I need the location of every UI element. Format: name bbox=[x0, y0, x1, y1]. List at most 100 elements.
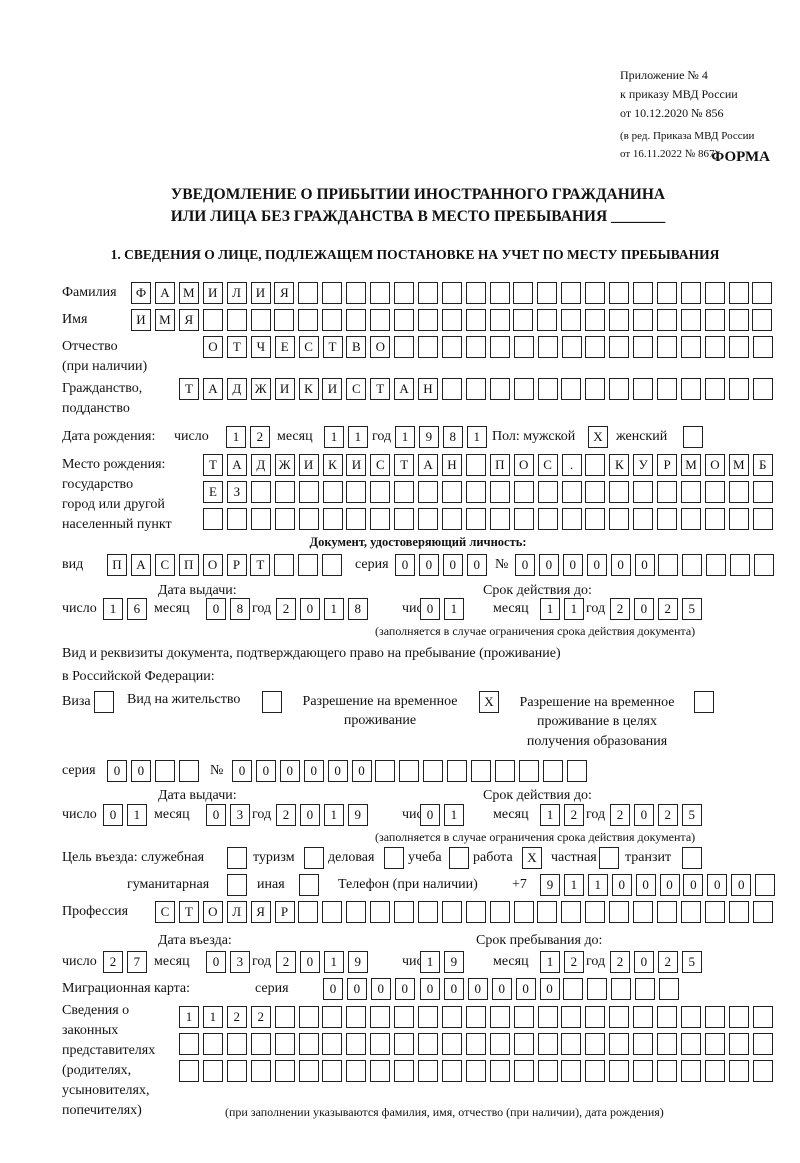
reps-line1-char-box[interactable] bbox=[489, 1006, 510, 1028]
birthplace-line1-char-box[interactable]: И bbox=[346, 454, 367, 476]
birthplace-line1-char-box[interactable]: С bbox=[537, 454, 558, 476]
citizenship-char-box[interactable] bbox=[704, 378, 725, 400]
birthplace-line1-char-box[interactable]: . bbox=[561, 454, 582, 476]
profession-char-box[interactable] bbox=[441, 901, 462, 923]
name-char-box[interactable] bbox=[250, 309, 271, 331]
checkbox-sex-male[interactable]: X bbox=[588, 426, 608, 448]
profession-char-box[interactable] bbox=[489, 901, 510, 923]
reps-line1-char-box[interactable] bbox=[537, 1006, 558, 1028]
profession-char-box[interactable] bbox=[704, 901, 725, 923]
birthplace-line3-char-box[interactable] bbox=[274, 508, 295, 530]
reps-line1-char-box[interactable] bbox=[585, 1006, 606, 1028]
stay-year-char-box[interactable]: 0 bbox=[633, 951, 654, 973]
id-valid-year-char-box[interactable]: 2 bbox=[610, 598, 630, 620]
reps-line1-char-box[interactable]: 1 bbox=[179, 1006, 199, 1028]
reps-line2-char-box[interactable] bbox=[513, 1033, 534, 1055]
right-number-char-box[interactable] bbox=[423, 760, 444, 782]
name-char-box[interactable] bbox=[704, 309, 725, 331]
surname-char-box[interactable] bbox=[609, 282, 629, 304]
id-kind-char-box[interactable] bbox=[274, 554, 295, 576]
mc-number-char-box[interactable] bbox=[587, 978, 608, 1000]
profession-char-box[interactable] bbox=[346, 901, 367, 923]
stay-month-char-box[interactable]: 1 bbox=[540, 951, 560, 973]
birthplace-line2-char-box[interactable] bbox=[298, 481, 319, 503]
reps-line2-char-box[interactable] bbox=[465, 1033, 486, 1055]
right-issue-day-char-box[interactable]: 0 bbox=[103, 804, 123, 826]
right-valid-year-char-box[interactable]: 5 bbox=[681, 804, 702, 826]
reps-line1-char-box[interactable] bbox=[370, 1006, 391, 1028]
right-number-char-box[interactable] bbox=[447, 760, 468, 782]
right-valid-year-char-box[interactable]: 0 bbox=[633, 804, 654, 826]
birthplace-line2-char-box[interactable] bbox=[704, 481, 725, 503]
id-valid-day-char-box[interactable]: 0 bbox=[420, 598, 440, 620]
birthplace-line1-char-box[interactable]: К bbox=[609, 454, 630, 476]
patronymic-char-box[interactable]: Е bbox=[274, 336, 295, 358]
checkbox-purpose-humanitarian[interactable] bbox=[227, 874, 247, 896]
birthplace-line2-char-box[interactable] bbox=[633, 481, 654, 503]
right-issue-year-char-box[interactable]: 2 bbox=[276, 804, 296, 826]
reps-line3-char-box[interactable] bbox=[465, 1060, 486, 1082]
reps-line3-char-box[interactable] bbox=[274, 1060, 295, 1082]
name-char-box[interactable] bbox=[298, 309, 319, 331]
stay-day-char-box[interactable]: 1 bbox=[420, 951, 440, 973]
entry-year-char-box[interactable]: 1 bbox=[323, 951, 344, 973]
citizenship-char-box[interactable] bbox=[680, 378, 701, 400]
surname-char-box[interactable] bbox=[417, 282, 438, 304]
id-issue-year-char-box[interactable]: 8 bbox=[347, 598, 368, 620]
right-number-char-box[interactable] bbox=[375, 760, 396, 782]
citizenship-char-box[interactable]: А bbox=[202, 378, 223, 400]
name-char-box[interactable] bbox=[680, 309, 701, 331]
name-char-box[interactable] bbox=[656, 309, 677, 331]
patronymic-char-box[interactable] bbox=[537, 336, 558, 358]
phone-char-box[interactable] bbox=[755, 874, 776, 896]
phone-char-box[interactable]: 1 bbox=[587, 874, 608, 896]
name-char-box[interactable]: И bbox=[131, 309, 151, 331]
birthplace-line2-char-box[interactable] bbox=[728, 481, 749, 503]
reps-line1-char-box[interactable] bbox=[728, 1006, 749, 1028]
reps-line2-char-box[interactable] bbox=[609, 1033, 630, 1055]
reps-line2-char-box[interactable] bbox=[441, 1033, 462, 1055]
reps-line2-char-box[interactable] bbox=[370, 1033, 391, 1055]
right-number-char-box[interactable] bbox=[494, 760, 515, 782]
profession-char-box[interactable] bbox=[370, 901, 391, 923]
birthplace-line2-char-box[interactable] bbox=[585, 481, 606, 503]
birthplace-line1-char-box[interactable]: И bbox=[298, 454, 319, 476]
mc-number-char-box[interactable]: 0 bbox=[443, 978, 464, 1000]
phone-char-box[interactable]: 0 bbox=[683, 874, 704, 896]
patronymic-char-box[interactable] bbox=[609, 336, 630, 358]
right-number-char-box[interactable] bbox=[542, 760, 563, 782]
name-char-box[interactable] bbox=[226, 309, 247, 331]
birthplace-line2-char-box[interactable] bbox=[489, 481, 510, 503]
checkbox-right-trp-edu[interactable] bbox=[694, 691, 714, 713]
right-number-char-box[interactable]: 0 bbox=[232, 760, 252, 782]
mc-series-char-box[interactable]: 0 bbox=[394, 978, 415, 1000]
reps-line3-char-box[interactable] bbox=[394, 1060, 415, 1082]
birthplace-line3-char-box[interactable] bbox=[442, 508, 462, 530]
surname-char-box[interactable] bbox=[465, 282, 486, 304]
id-issue-day-char-box[interactable]: 6 bbox=[126, 598, 147, 620]
birthplace-line3-char-box[interactable] bbox=[633, 508, 654, 530]
birthplace-line1-char-box[interactable]: Р bbox=[657, 454, 678, 476]
citizenship-char-box[interactable] bbox=[657, 378, 677, 400]
birthplace-line1-char-box[interactable]: М bbox=[728, 454, 749, 476]
right-issue-day-char-box[interactable]: 1 bbox=[126, 804, 147, 826]
reps-line3-char-box[interactable] bbox=[561, 1060, 582, 1082]
patronymic-char-box[interactable] bbox=[394, 336, 415, 358]
citizenship-char-box[interactable] bbox=[561, 378, 582, 400]
birthplace-line3-char-box[interactable] bbox=[537, 508, 558, 530]
birth-year-char-box[interactable]: 8 bbox=[442, 426, 463, 448]
mc-number-char-box[interactable]: 0 bbox=[467, 978, 488, 1000]
surname-char-box[interactable] bbox=[513, 282, 534, 304]
citizenship-char-box[interactable] bbox=[728, 378, 749, 400]
birthplace-line1-char-box[interactable]: А bbox=[418, 454, 439, 476]
id-number-char-box[interactable] bbox=[754, 554, 774, 576]
id-issue-year-char-box[interactable]: 2 bbox=[276, 598, 296, 620]
name-char-box[interactable] bbox=[728, 309, 749, 331]
reps-line1-char-box[interactable]: 2 bbox=[226, 1006, 247, 1028]
reps-line1-char-box[interactable] bbox=[633, 1006, 654, 1028]
patronymic-char-box[interactable]: В bbox=[346, 336, 367, 358]
birthplace-line3-char-box[interactable] bbox=[681, 508, 701, 530]
birthplace-line3-char-box[interactable] bbox=[465, 508, 486, 530]
surname-char-box[interactable]: И bbox=[250, 282, 271, 304]
reps-line3-char-box[interactable] bbox=[441, 1060, 462, 1082]
